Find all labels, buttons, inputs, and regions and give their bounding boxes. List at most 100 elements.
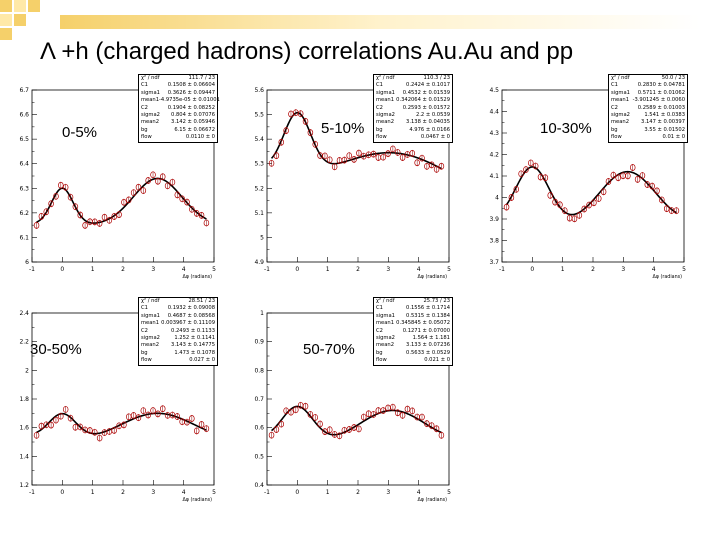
x-tick-label: -1 [29, 266, 35, 273]
stats-row: C1 0.1556 ± 0.1714 [374, 305, 452, 312]
x-tick-label: 4 [652, 266, 656, 273]
stats-value: 25.73 / 23 [423, 298, 451, 304]
data-point [111, 213, 117, 220]
stats-row: mean2 3.133 ± 0.07236 [374, 342, 452, 349]
stats-name: flow [141, 134, 152, 141]
data-point [135, 183, 142, 191]
stats-value: 1.564 ± 1.181 [412, 335, 450, 342]
fit-stats-box: χ² / ndf 110.3 / 23 C1 0.2424 ± 0.1017 sigma… [373, 74, 453, 143]
y-tick-label: 6.5 [19, 136, 29, 143]
data-point [184, 418, 190, 426]
x-tick-label: 3 [386, 266, 390, 273]
y-tick-label: 5.1 [254, 210, 264, 217]
stats-value: 2.2 ± 0.0539 [415, 112, 450, 119]
stats-name: flow [611, 134, 622, 141]
y-tick-label: 1.2 [19, 482, 29, 489]
data-point [150, 407, 156, 414]
data-point [96, 434, 103, 442]
y-tick-label: 0.6 [254, 425, 264, 432]
data-point [169, 178, 176, 186]
stats-name: bg [141, 349, 148, 356]
chart-svg: 0.4 0.5 0.6 0.7 0.8 0.9 1 -1 0 1 2 3 4 5Δφ (radians) [254, 310, 451, 503]
data-point [67, 193, 74, 201]
data-point [140, 407, 147, 415]
x-tick-label: -1 [264, 489, 270, 496]
stats-name: mean2 [611, 119, 630, 126]
stats-value: 3.55 ± 0.01502 [644, 126, 685, 133]
data-point [159, 405, 166, 413]
data-point [591, 199, 597, 207]
centrality-label: 50-70% [303, 341, 355, 358]
stats-value: -3.901245 ± 0.0060 [632, 97, 685, 104]
x-tick-label: -1 [29, 489, 35, 496]
data-point [409, 407, 416, 415]
data-point [615, 174, 621, 182]
data-point [424, 420, 430, 427]
stats-row: χ² / ndf 50.0 / 23 [609, 75, 687, 82]
data-point [268, 431, 275, 439]
data-point [174, 191, 181, 199]
stats-row: sigma2 1.252 ± 0.1141 [139, 335, 217, 342]
data-point [130, 412, 137, 419]
stats-value: 0.1932 ± 0.09008 [167, 305, 215, 312]
stats-row: flow 0.027 ± 0 [139, 357, 217, 364]
stats-name: sigma2 [141, 335, 160, 342]
stats-value: 3.143 ± 0.14775 [171, 342, 215, 349]
y-tick-label: 5.6 [254, 87, 264, 94]
data-point [312, 414, 318, 421]
stats-name: mean1 [611, 97, 630, 104]
x-tick-label: 2 [356, 266, 360, 273]
data-point [605, 178, 612, 185]
x-tick-label: 1 [326, 489, 330, 496]
y-tick-label: 0.4 [254, 482, 264, 489]
stats-row: sigma1 0.3626 ± 0.09447 [139, 90, 217, 97]
stats-row: sigma1 0.5711 ± 0.01062 [609, 90, 687, 97]
data-point [101, 213, 108, 221]
data-point [268, 159, 275, 167]
data-point [600, 188, 607, 196]
stats-value: 0.0110 ± 0 [185, 134, 215, 141]
stats-name: mean1 [376, 320, 395, 327]
stats-name: mean2 [376, 119, 395, 126]
stats-name: mean2 [141, 119, 160, 126]
centrality-label: 30-50% [30, 341, 82, 358]
data-point [193, 427, 200, 435]
stats-row: mean2 3.143 ± 0.14775 [139, 342, 217, 349]
stats-value: 3.142 ± 0.05946 [171, 119, 215, 126]
x-tick-label: 2 [121, 266, 125, 273]
data-point [273, 152, 280, 159]
stats-name: C1 [611, 82, 618, 89]
stats-value: 0.2424 ± 0.1017 [406, 82, 450, 89]
stats-row: C1 0.2830 ± 0.04781 [609, 82, 687, 89]
y-tick-label: 1.8 [19, 396, 29, 403]
fit-curve [505, 166, 677, 216]
data-point [189, 205, 195, 213]
stats-value: 0.021 ± 0 [424, 357, 450, 364]
data-point [654, 187, 660, 195]
stats-name: C2 [141, 327, 148, 334]
data-point [518, 170, 524, 178]
data-point [140, 187, 147, 194]
fit-stats-box: χ² / ndf 50.0 / 23 C1 0.2830 ± 0.04781 sigma… [608, 74, 688, 143]
data-point [341, 156, 348, 164]
stats-row: flow 0.0467 ± 0 [374, 134, 452, 141]
x-tick-label: 5 [447, 266, 451, 273]
stats-name: bg [376, 349, 383, 356]
stats-name: χ² / ndf [376, 298, 395, 304]
data-point [77, 423, 83, 431]
stats-value: 6.15 ± 0.06672 [174, 126, 215, 133]
stats-name: sigma1 [141, 89, 160, 96]
data-point [130, 189, 137, 197]
deco-square [0, 0, 12, 12]
y-tick-label: 1 [260, 310, 264, 317]
data-point [513, 185, 520, 193]
x-tick-label: 1 [91, 266, 95, 273]
data-point [322, 152, 328, 160]
centrality-label: 5-10% [321, 120, 365, 137]
data-point [370, 150, 377, 158]
stats-row: C2 0.2593 ± 0.01572 [374, 105, 452, 112]
data-point [58, 412, 64, 420]
deco-square [0, 28, 12, 40]
x-tick-label: 5 [212, 489, 216, 496]
data-point [198, 421, 205, 428]
